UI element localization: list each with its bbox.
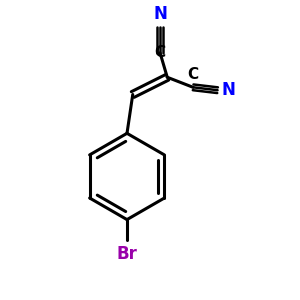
Text: Br: Br	[117, 245, 137, 263]
Text: C: C	[188, 67, 199, 82]
Text: C: C	[154, 45, 166, 60]
Text: N: N	[222, 81, 236, 99]
Text: N: N	[153, 5, 167, 23]
